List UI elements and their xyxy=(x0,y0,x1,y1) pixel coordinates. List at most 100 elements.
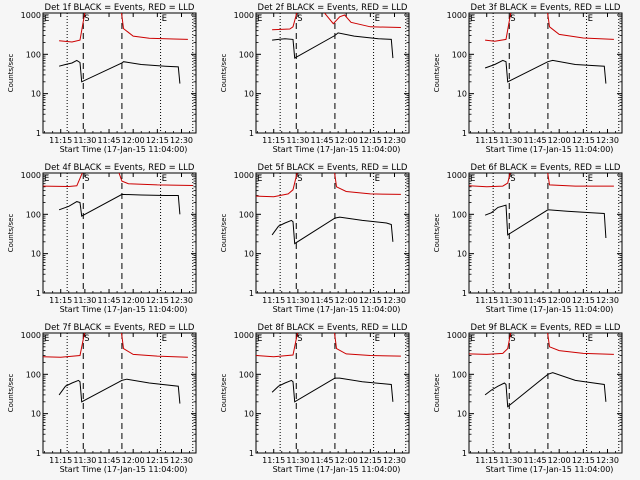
x-tick-label: 12:30 xyxy=(170,296,193,305)
series-group xyxy=(484,13,614,84)
y-tick-label: 10 xyxy=(244,250,254,259)
x-tick-label: 12:15 xyxy=(572,136,595,145)
series-group xyxy=(43,333,188,404)
marker-e: E xyxy=(257,334,262,344)
x-tick-label: 12:00 xyxy=(335,456,358,465)
y-tick-label: 100 xyxy=(452,370,467,379)
chart-title: Det 5f BLACK = Events, RED = LLD xyxy=(258,163,408,173)
marker-e: E xyxy=(162,174,167,184)
x-tick-label: 12:00 xyxy=(335,136,358,145)
plot-frame xyxy=(42,12,197,134)
y-tick-label: 10 xyxy=(31,90,41,99)
y-tick-label: 1000 xyxy=(21,331,41,340)
y-axis-label: Counts/sec xyxy=(7,374,15,413)
y-tick-label: 1 xyxy=(462,129,467,138)
x-tick-label: 11:30 xyxy=(286,136,309,145)
events-series-line xyxy=(271,377,394,403)
x-axis-label: Start Time (17-Jan-15 11:04:00) xyxy=(486,145,614,154)
events-series-line xyxy=(272,32,394,59)
y-tick-label: 100 xyxy=(239,370,254,379)
x-tick-label: 11:45 xyxy=(311,456,334,465)
x-tick-label: 11:15 xyxy=(49,136,72,145)
x-tick-label: 12:00 xyxy=(122,296,145,305)
marker-e: E xyxy=(162,14,167,24)
y-axis-label: Counts/sec xyxy=(220,374,228,413)
x-tick-label: 11:30 xyxy=(286,456,309,465)
x-tick-label: 11:15 xyxy=(262,456,285,465)
y-tick-label: 1 xyxy=(249,449,254,458)
marker-s: S xyxy=(510,14,515,24)
x-tick-label: 12:00 xyxy=(122,456,145,465)
x-tick-label: 12:15 xyxy=(359,296,382,305)
x-tick-label: 11:45 xyxy=(311,136,334,145)
y-tick-label: 1 xyxy=(249,129,254,138)
series-group xyxy=(43,173,193,217)
y-tick-label: 100 xyxy=(26,370,41,379)
detector-panel-1: Det 1f BLACK = Events, RED = LLD 1 10 100 10… xyxy=(0,0,213,160)
x-tick-label: 12:15 xyxy=(146,456,169,465)
x-tick-label: 12:00 xyxy=(548,136,571,145)
x-tick-label: 12:30 xyxy=(596,456,619,465)
events-series-line xyxy=(58,378,181,404)
detector-panel-6: Det 6f BLACK = Events, RED = LLD 1 10 100 10… xyxy=(426,160,639,320)
plot-frame xyxy=(42,332,197,454)
chart-title: Det 4f BLACK = Events, RED = LLD xyxy=(45,163,195,173)
plot-frame xyxy=(255,332,410,454)
y-axis-label: Counts/sec xyxy=(433,54,441,93)
marker-e: E xyxy=(44,14,49,24)
y-tick-label: 100 xyxy=(452,210,467,219)
x-tick-label: 11:30 xyxy=(286,296,309,305)
x-tick-label: 12:15 xyxy=(359,456,382,465)
marker-e: E xyxy=(470,14,475,24)
series-group xyxy=(272,13,401,59)
y-tick-label: 1 xyxy=(36,289,41,298)
y-tick-label: 100 xyxy=(452,50,467,59)
chart-title: Det 8f BLACK = Events, RED = LLD xyxy=(258,323,408,333)
chart-title: Det 2f BLACK = Events, RED = LLD xyxy=(258,3,408,13)
marker-s: S xyxy=(297,334,302,344)
plot-frame xyxy=(42,172,197,294)
events-series-line xyxy=(58,59,181,84)
series-group xyxy=(256,173,401,245)
marker-e: E xyxy=(257,14,262,24)
x-tick-label: 12:30 xyxy=(170,456,193,465)
x-tick-label: 11:15 xyxy=(49,456,72,465)
x-tick-label: 12:15 xyxy=(146,296,169,305)
marker-e: E xyxy=(588,174,593,184)
x-tick-label: 12:15 xyxy=(572,456,595,465)
chart-title: Det 1f BLACK = Events, RED = LLD xyxy=(45,3,195,13)
x-tick-label: 12:30 xyxy=(596,296,619,305)
y-tick-label: 10 xyxy=(457,250,467,259)
marker-s: S xyxy=(510,174,515,184)
detector-panel-7: Det 7f BLACK = Events, RED = LLD 1 10 100 10… xyxy=(0,320,213,480)
marker-s: S xyxy=(510,334,515,344)
x-tick-label: 11:30 xyxy=(73,456,96,465)
x-tick-label: 11:30 xyxy=(499,456,522,465)
lld-series-line xyxy=(59,13,188,43)
plot-frame xyxy=(255,12,410,134)
chart-svg: Det 6f BLACK = Events, RED = LLD 1 10 100 10… xyxy=(433,163,623,314)
y-axis-label: Counts/sec xyxy=(7,214,15,253)
x-tick-label: 11:45 xyxy=(98,136,121,145)
x-tick-label: 12:00 xyxy=(335,296,358,305)
y-tick-label: 10 xyxy=(244,410,254,419)
marker-e: E xyxy=(375,174,380,184)
detector-panel-5: Det 5f BLACK = Events, RED = LLD 1 10 100 10… xyxy=(213,160,426,320)
x-tick-label: 11:15 xyxy=(262,136,285,145)
y-tick-label: 10 xyxy=(457,90,467,99)
y-tick-label: 1000 xyxy=(447,11,467,20)
events-series-line xyxy=(484,59,607,84)
lld-series-line xyxy=(256,173,401,198)
y-tick-label: 1000 xyxy=(447,171,467,180)
y-tick-label: 1 xyxy=(36,129,41,138)
y-tick-label: 1 xyxy=(462,449,467,458)
plot-frame xyxy=(468,172,623,294)
marker-s: S xyxy=(297,174,302,184)
x-tick-label: 11:15 xyxy=(475,456,498,465)
events-series-line xyxy=(484,204,607,239)
y-axis-label: Counts/sec xyxy=(433,214,441,253)
marker-e: E xyxy=(470,334,475,344)
lld-series-line xyxy=(469,333,614,355)
x-tick-label: 12:00 xyxy=(548,456,571,465)
y-tick-label: 1 xyxy=(36,449,41,458)
